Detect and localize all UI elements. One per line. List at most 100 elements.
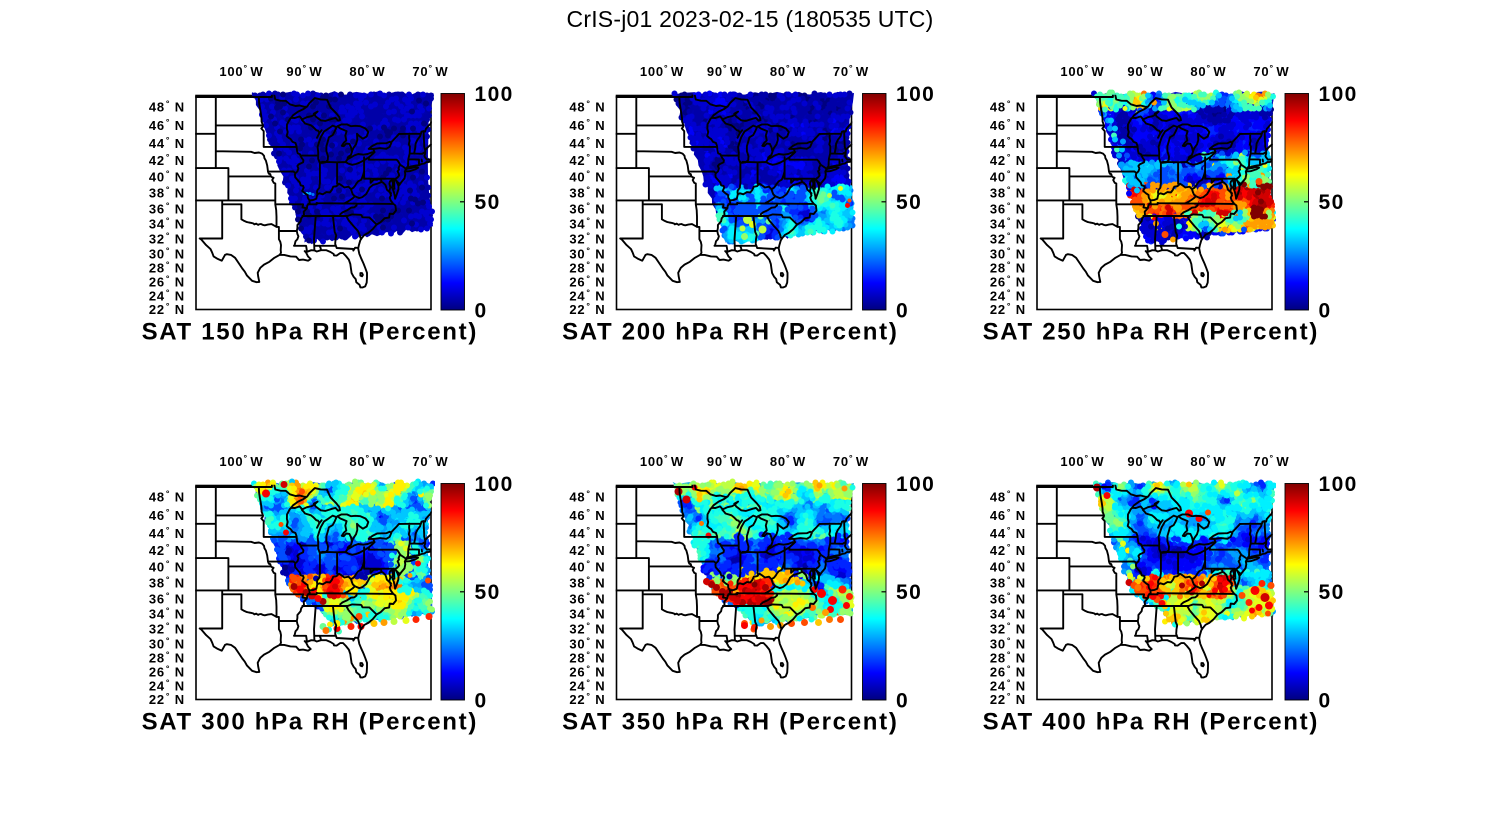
- svg-text:90°W: 90° W: [1127, 453, 1163, 469]
- svg-text:44°N: 44° N: [990, 525, 1026, 541]
- svg-text:36°N: 36° N: [569, 590, 605, 606]
- svg-text:48°N: 48° N: [990, 99, 1026, 115]
- svg-text:32°N: 32° N: [149, 621, 185, 637]
- svg-text:46°N: 46° N: [149, 117, 185, 133]
- svg-text:22°N: 22° N: [990, 301, 1026, 317]
- svg-text:26°N: 26° N: [990, 274, 1026, 290]
- svg-text:22°N: 22° N: [149, 691, 185, 707]
- svg-text:22°N: 22° N: [149, 301, 185, 317]
- svg-text:36°N: 36° N: [149, 590, 185, 606]
- svg-text:100°W: 100° W: [640, 453, 684, 469]
- svg-text:28°N: 28° N: [990, 650, 1026, 666]
- svg-text:90°W: 90° W: [286, 63, 322, 79]
- svg-text:42°N: 42° N: [990, 152, 1026, 168]
- svg-text:44°N: 44° N: [149, 525, 185, 541]
- svg-text:80°W: 80° W: [1190, 453, 1226, 469]
- svg-text:100: 100: [896, 83, 935, 106]
- svg-text:48°N: 48° N: [149, 99, 185, 115]
- svg-text:100°W: 100° W: [219, 63, 263, 79]
- svg-text:46°N: 46° N: [569, 117, 605, 133]
- svg-text:22°N: 22° N: [569, 301, 605, 317]
- svg-text:SAT 400 hPa RH (Percent): SAT 400 hPa RH (Percent): [983, 709, 1319, 736]
- svg-text:40°N: 40° N: [990, 169, 1026, 185]
- svg-text:0: 0: [1319, 300, 1332, 323]
- svg-text:38°N: 38° N: [149, 185, 185, 201]
- svg-text:36°N: 36° N: [569, 200, 605, 216]
- svg-text:80°W: 80° W: [349, 453, 385, 469]
- svg-text:32°N: 32° N: [990, 621, 1026, 637]
- svg-text:80°W: 80° W: [1190, 63, 1226, 79]
- svg-text:70°W: 70° W: [412, 453, 448, 469]
- svg-text:CrIS-j01 2023-02-15 (180535 UT: CrIS-j01 2023-02-15 (180535 UTC): [567, 6, 934, 32]
- svg-text:28°N: 28° N: [569, 260, 605, 276]
- svg-text:50: 50: [475, 191, 501, 214]
- svg-text:26°N: 26° N: [569, 664, 605, 680]
- svg-text:26°N: 26° N: [149, 664, 185, 680]
- svg-text:50: 50: [896, 581, 922, 604]
- svg-text:46°N: 46° N: [149, 507, 185, 523]
- svg-text:36°N: 36° N: [990, 590, 1026, 606]
- svg-text:44°N: 44° N: [569, 525, 605, 541]
- svg-text:24°N: 24° N: [149, 678, 185, 694]
- svg-text:38°N: 38° N: [990, 185, 1026, 201]
- svg-text:34°N: 34° N: [149, 216, 185, 232]
- svg-text:28°N: 28° N: [990, 260, 1026, 276]
- svg-text:26°N: 26° N: [149, 274, 185, 290]
- svg-text:42°N: 42° N: [569, 542, 605, 558]
- svg-text:90°W: 90° W: [286, 453, 322, 469]
- svg-text:30°N: 30° N: [990, 635, 1026, 651]
- svg-text:48°N: 48° N: [569, 99, 605, 115]
- svg-text:36°N: 36° N: [149, 200, 185, 216]
- svg-text:100: 100: [896, 473, 935, 496]
- svg-text:30°N: 30° N: [990, 245, 1026, 261]
- svg-text:24°N: 24° N: [990, 288, 1026, 304]
- svg-text:28°N: 28° N: [569, 650, 605, 666]
- svg-text:100°W: 100° W: [1060, 63, 1104, 79]
- svg-text:34°N: 34° N: [990, 606, 1026, 622]
- svg-text:0: 0: [475, 690, 488, 713]
- svg-text:40°N: 40° N: [149, 169, 185, 185]
- svg-text:32°N: 32° N: [569, 621, 605, 637]
- svg-text:50: 50: [1319, 581, 1345, 604]
- svg-text:100: 100: [1319, 83, 1358, 106]
- svg-text:26°N: 26° N: [990, 664, 1026, 680]
- svg-text:100°W: 100° W: [1060, 453, 1104, 469]
- svg-text:46°N: 46° N: [569, 507, 605, 523]
- svg-text:SAT 250 hPa RH (Percent): SAT 250 hPa RH (Percent): [983, 319, 1319, 346]
- svg-text:38°N: 38° N: [990, 575, 1026, 591]
- svg-text:0: 0: [475, 300, 488, 323]
- svg-text:100: 100: [475, 83, 514, 106]
- svg-text:90°W: 90° W: [1127, 63, 1163, 79]
- svg-text:30°N: 30° N: [569, 635, 605, 651]
- svg-text:100°W: 100° W: [219, 453, 263, 469]
- svg-text:70°W: 70° W: [833, 63, 869, 79]
- svg-text:44°N: 44° N: [990, 135, 1026, 151]
- svg-text:38°N: 38° N: [569, 575, 605, 591]
- svg-text:100: 100: [1319, 473, 1358, 496]
- svg-text:0: 0: [1319, 690, 1332, 713]
- svg-text:42°N: 42° N: [569, 152, 605, 168]
- svg-text:32°N: 32° N: [149, 231, 185, 247]
- svg-text:30°N: 30° N: [569, 245, 605, 261]
- svg-text:50: 50: [1319, 191, 1345, 214]
- svg-text:38°N: 38° N: [149, 575, 185, 591]
- svg-text:48°N: 48° N: [149, 489, 185, 505]
- svg-text:90°W: 90° W: [707, 453, 743, 469]
- svg-text:SAT 200 hPa RH (Percent): SAT 200 hPa RH (Percent): [562, 319, 898, 346]
- svg-text:44°N: 44° N: [569, 135, 605, 151]
- svg-text:38°N: 38° N: [569, 185, 605, 201]
- svg-text:100: 100: [475, 473, 514, 496]
- svg-text:0: 0: [896, 300, 909, 323]
- svg-text:70°W: 70° W: [1253, 63, 1289, 79]
- svg-text:34°N: 34° N: [569, 216, 605, 232]
- svg-text:24°N: 24° N: [569, 678, 605, 694]
- svg-text:30°N: 30° N: [149, 245, 185, 261]
- svg-text:48°N: 48° N: [990, 489, 1026, 505]
- svg-text:44°N: 44° N: [149, 135, 185, 151]
- svg-text:34°N: 34° N: [149, 606, 185, 622]
- svg-text:42°N: 42° N: [149, 152, 185, 168]
- svg-text:70°W: 70° W: [833, 453, 869, 469]
- svg-text:46°N: 46° N: [990, 117, 1026, 133]
- svg-text:28°N: 28° N: [149, 260, 185, 276]
- svg-text:46°N: 46° N: [990, 507, 1026, 523]
